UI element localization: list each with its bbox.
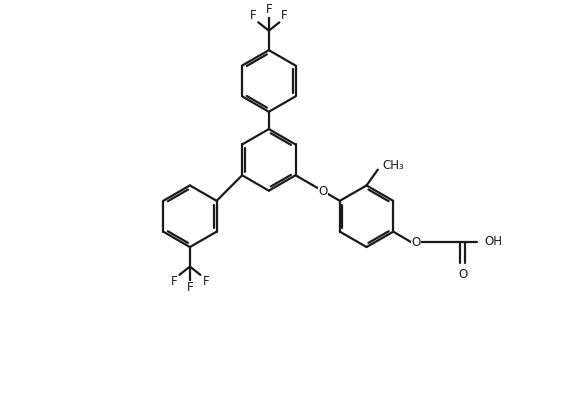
Text: F: F [186, 281, 193, 294]
Text: F: F [203, 275, 209, 288]
Text: OH: OH [485, 235, 503, 248]
Text: F: F [171, 275, 177, 288]
Text: F: F [281, 9, 288, 22]
Text: O: O [458, 268, 467, 281]
Text: F: F [250, 9, 256, 22]
Text: O: O [318, 185, 328, 198]
Text: F: F [266, 3, 272, 16]
Text: CH₃: CH₃ [382, 159, 404, 172]
Text: O: O [411, 236, 420, 249]
